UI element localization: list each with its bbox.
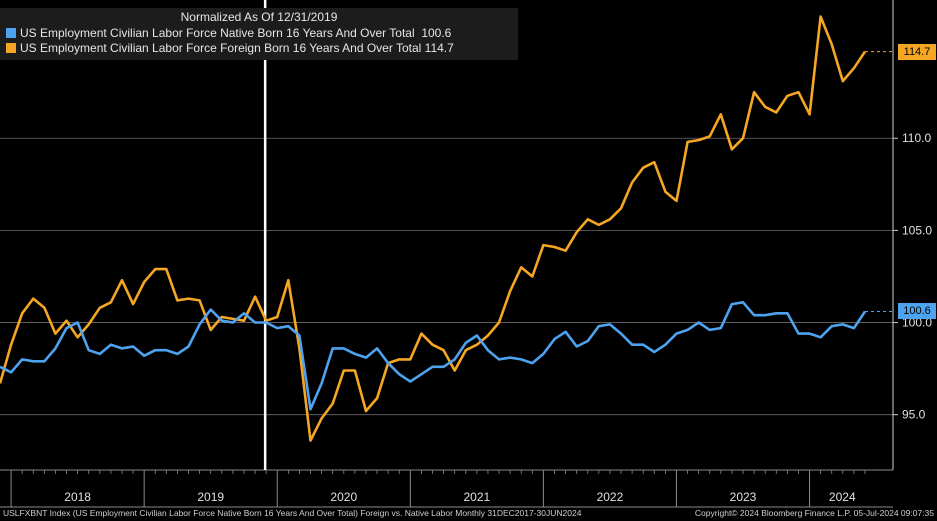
x-tick-label: 2018 — [64, 490, 91, 504]
legend: Normalized As Of 12/31/2019 US Employmen… — [0, 8, 518, 60]
legend-value-native-born: 100.6 — [421, 26, 452, 40]
x-tick-label: 2021 — [464, 490, 491, 504]
legend-item-foreign-born: US Employment Civilian Labor Force Forei… — [6, 41, 454, 55]
legend-value-foreign-born: 114.7 — [424, 41, 454, 55]
legend-swatch-foreign-born — [6, 43, 16, 53]
y-tick-label: 95.0 — [902, 408, 926, 422]
last-value-tag-foreign-born: 114.7 — [898, 43, 936, 60]
x-tick-label: 2022 — [597, 490, 624, 504]
y-tick-label: 105.0 — [902, 223, 932, 237]
x-tick-label: 2020 — [330, 490, 357, 504]
x-tick-label: 2024 — [829, 490, 856, 504]
legend-label-foreign-born: US Employment Civilian Labor Force Forei… — [20, 41, 422, 55]
series-lines — [0, 15, 867, 442]
legend-item-native-born: US Employment Civilian Labor Force Nativ… — [6, 26, 451, 40]
last-value-tag-native-born: 100.6 — [898, 303, 936, 320]
footer-source: USLFXBNT Index (US Employment Civilian L… — [3, 508, 582, 518]
legend-label-native-born: US Employment Civilian Labor Force Nativ… — [20, 26, 415, 40]
series-line-native-born — [0, 300, 867, 411]
chart-title: Normalized As Of 12/31/2019 — [180, 10, 338, 24]
legend-swatch-native-born — [6, 28, 16, 38]
x-tick-label: 2019 — [197, 490, 224, 504]
footer-copyright: Copyright© 2024 Bloomberg Finance L.P. 0… — [694, 508, 934, 518]
series-line-foreign-born — [0, 15, 867, 442]
grid-lines — [0, 137, 893, 416]
x-tick-label: 2023 — [730, 490, 757, 504]
y-tick-label: 110.0 — [902, 131, 931, 145]
